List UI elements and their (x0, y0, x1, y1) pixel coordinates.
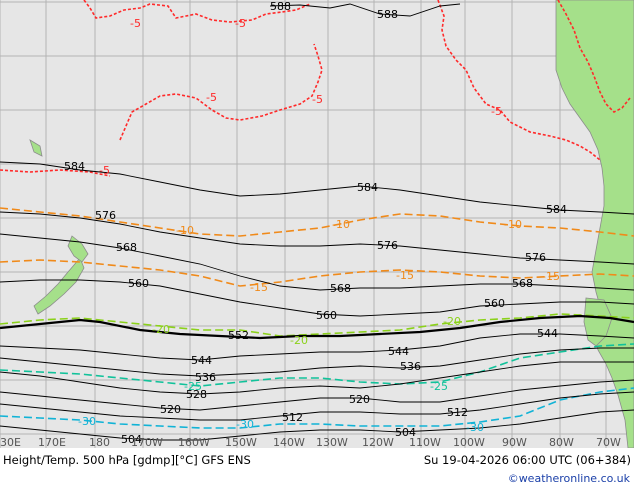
isotherm-minus-30 (0, 387, 634, 429)
height-label: 520 (349, 393, 370, 406)
height-label: 536 (400, 360, 421, 373)
map: 588 588 584 584 584 576 576 576 568 568 … (0, 0, 634, 448)
height-contour-576 (0, 211, 634, 265)
height-label: 560 (128, 277, 149, 290)
height-contour-588 (269, 3, 461, 17)
map-title: Height/Temp. 500 hPa [gdmp][°C] GFS ENS (3, 453, 251, 467)
lon-label: 100W (453, 436, 485, 448)
lon-label: 160W (178, 436, 210, 448)
lon-label: 150W (225, 436, 257, 448)
temp-label: -25 (184, 380, 202, 393)
temp-label: -5 (130, 17, 141, 30)
map-footer: Height/Temp. 500 hPa [gdmp][°C] GFS ENS … (0, 448, 634, 490)
height-label: 568 (330, 282, 351, 295)
temp-label: -15 (542, 270, 560, 283)
temp-label: -25 (430, 380, 448, 393)
height-label: 512 (282, 411, 303, 424)
lon-label: 80W (549, 436, 574, 448)
height-contour-504 (0, 409, 634, 441)
height-label: 560 (484, 297, 505, 310)
height-label-group: 588 588 584 584 584 576 576 576 568 568 … (64, 0, 567, 446)
height-label: 544 (537, 327, 558, 340)
temperature-contours (0, 0, 634, 429)
height-label: 568 (512, 277, 533, 290)
height-contour-560 (0, 279, 634, 317)
height-contour-552 (0, 314, 634, 340)
temp-label: -5 (235, 17, 246, 30)
temp-label-group: -5 -5 -5 -5 -5 -5 -10 -10 -10 -15 -15 -1… (78, 17, 560, 434)
height-label: 588 (270, 0, 291, 13)
height-label: 528 (186, 388, 207, 401)
height-contour-528 (0, 361, 634, 395)
credit-link[interactable]: ©weatheronline.co.uk (507, 472, 630, 485)
height-label: 584 (546, 203, 567, 216)
height-label: 576 (377, 239, 398, 252)
height-label: 584 (64, 160, 85, 173)
temp-label: -10 (332, 218, 350, 231)
height-contour-520 (0, 379, 634, 411)
isotherm-minus-5-hook (119, 43, 323, 141)
height-label: 520 (160, 403, 181, 416)
lon-label: 130W (316, 436, 348, 448)
height-label: 544 (191, 354, 212, 367)
height-label: 552 (228, 329, 249, 342)
height-label: 560 (316, 309, 337, 322)
temp-label: -5 (99, 164, 110, 177)
isotherm-minus-5-east (437, 0, 601, 161)
lon-label: 140W (273, 436, 305, 448)
north-island-new-zealand (67, 235, 89, 263)
temp-label: -5 (491, 105, 502, 118)
height-label: 512 (447, 406, 468, 419)
lon-label: 30E (0, 436, 21, 448)
lon-label: 70W (596, 436, 621, 448)
temp-label: -20 (443, 315, 461, 328)
longitude-label-group: 30E 170E 180 170W 160W 150W 140W 130W 12… (0, 436, 621, 448)
geopotential-height-contours (0, 3, 634, 441)
temp-label: -20 (290, 334, 308, 347)
forecast-date: Su 19-04-2026 06:00 UTC (06+384) (423, 453, 631, 467)
temp-label: -30 (236, 418, 254, 431)
lon-label: 90W (502, 436, 527, 448)
temp-label: -30 (466, 421, 484, 434)
height-label: 504 (121, 433, 142, 446)
height-label: 576 (525, 251, 546, 264)
lon-label: 120W (362, 436, 394, 448)
isotherm-minus-5-north (83, 0, 311, 23)
lon-label: 170W (131, 436, 163, 448)
temp-label: -5 (206, 91, 217, 104)
height-contour-584 (0, 161, 634, 215)
height-label: 588 (377, 8, 398, 21)
temp-label: -15 (396, 269, 414, 282)
temp-label: -10 (504, 218, 522, 231)
lon-label: 170E (38, 436, 66, 448)
height-label: 576 (95, 209, 116, 222)
new-caledonia (29, 139, 43, 157)
height-label: 544 (388, 345, 409, 358)
lon-label: 180 (89, 436, 110, 448)
temp-label: -20 (152, 323, 170, 336)
height-contour-536 (0, 347, 634, 377)
height-label: 536 (195, 371, 216, 384)
lon-label: 110W (409, 436, 441, 448)
temp-label: -10 (176, 224, 194, 237)
height-contour-512 (0, 391, 634, 421)
temp-label: -15 (250, 281, 268, 294)
patagonia-islands (583, 297, 613, 347)
isotherm-minus-20 (0, 313, 634, 337)
temp-label: -5 (312, 93, 323, 106)
height-label: 568 (116, 241, 137, 254)
height-contour-568 (0, 233, 634, 291)
height-contour-544 (0, 333, 634, 361)
temp-label: -30 (78, 415, 96, 428)
isotherm-minus-5-south (0, 169, 111, 177)
height-label: 584 (357, 181, 378, 194)
ocean-background (0, 0, 634, 448)
height-label: 504 (395, 426, 416, 439)
